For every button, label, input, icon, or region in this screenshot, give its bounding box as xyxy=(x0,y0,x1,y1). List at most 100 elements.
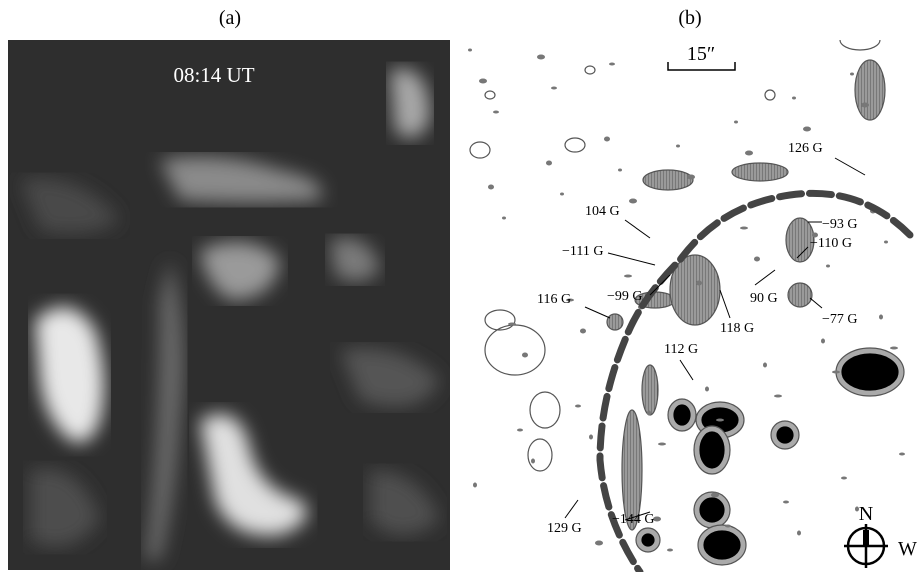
field-label: 104 G xyxy=(585,204,620,219)
speck xyxy=(479,79,487,84)
leader-line xyxy=(565,500,578,518)
speck xyxy=(658,443,666,446)
speck xyxy=(517,429,523,432)
panel-label: (b) xyxy=(678,7,701,29)
scale-label: 15″ xyxy=(687,43,715,65)
contour xyxy=(700,432,724,468)
contour xyxy=(642,534,654,546)
field-label: 118 G xyxy=(720,321,754,336)
field-label: −99 G xyxy=(607,289,643,304)
speck xyxy=(580,329,586,334)
speck xyxy=(537,55,545,60)
contour xyxy=(485,325,545,375)
speck xyxy=(803,127,811,132)
speck xyxy=(546,161,552,166)
speck xyxy=(763,363,767,368)
leader-line xyxy=(835,158,865,175)
leader-line xyxy=(755,270,775,285)
contour xyxy=(585,66,595,74)
contour xyxy=(643,170,693,190)
field-label: 90 G xyxy=(750,291,778,306)
leader-line xyxy=(625,220,650,238)
contour xyxy=(642,365,658,415)
contour xyxy=(565,138,585,152)
speck xyxy=(473,483,477,488)
speck xyxy=(711,493,719,498)
compass-needle xyxy=(863,530,869,546)
speck xyxy=(797,531,801,536)
speck xyxy=(832,371,840,374)
speck xyxy=(624,275,632,278)
contour xyxy=(788,283,812,307)
speck xyxy=(488,185,494,190)
field-label: 126 G xyxy=(788,141,823,156)
speck xyxy=(745,151,753,156)
contour xyxy=(485,310,515,330)
speck xyxy=(560,193,564,196)
contour xyxy=(485,91,495,99)
speck xyxy=(826,265,830,268)
leader-line xyxy=(680,360,693,380)
speck xyxy=(502,217,506,220)
contour xyxy=(777,427,793,443)
speck xyxy=(595,541,603,546)
speck xyxy=(899,453,905,456)
speck xyxy=(890,347,898,350)
contour xyxy=(700,498,724,522)
leader-line xyxy=(585,307,610,318)
field-label: −144 G xyxy=(612,512,655,527)
contour xyxy=(732,163,788,181)
speck xyxy=(575,405,581,408)
contour xyxy=(607,314,623,330)
panel-label: (a) xyxy=(219,7,241,29)
contour xyxy=(842,354,898,390)
speck xyxy=(618,169,622,172)
speck xyxy=(821,339,825,344)
speck xyxy=(687,175,695,180)
figure: (a) (b) 08:14 UT 15″ 126 G104 G−93 G−111… xyxy=(0,0,921,572)
speck xyxy=(734,121,738,124)
speck xyxy=(468,49,472,52)
field-label: 116 G xyxy=(537,292,571,307)
contour xyxy=(674,405,690,425)
panel-a-image xyxy=(8,40,450,570)
contour xyxy=(528,439,552,471)
speck xyxy=(667,549,673,552)
contour xyxy=(855,60,885,120)
contour xyxy=(765,90,775,100)
contour xyxy=(704,531,740,559)
speck xyxy=(522,353,528,358)
speck xyxy=(879,315,883,320)
field-label: 112 G xyxy=(664,342,698,357)
speck xyxy=(629,199,637,204)
speck xyxy=(493,111,499,114)
speck xyxy=(676,145,680,148)
field-label: 129 G xyxy=(547,521,582,536)
speck xyxy=(589,435,593,440)
speck xyxy=(774,395,782,398)
contour xyxy=(840,30,880,50)
speck xyxy=(754,257,760,262)
speck xyxy=(609,63,615,66)
speck xyxy=(508,323,516,326)
speck xyxy=(841,477,847,480)
leader-line xyxy=(720,290,730,318)
speck xyxy=(792,97,796,100)
field-label: −77 G xyxy=(822,312,858,327)
speck xyxy=(884,241,888,244)
compass-label: N xyxy=(859,503,873,525)
speck xyxy=(725,525,731,528)
field-label: −110 G xyxy=(810,236,852,251)
time-label: 08:14 UT xyxy=(173,63,254,87)
speck xyxy=(647,411,651,416)
speck xyxy=(551,87,557,90)
panel-b-map xyxy=(468,30,910,572)
field-label: −93 G xyxy=(822,217,858,232)
speck xyxy=(604,137,610,142)
speck xyxy=(705,387,709,392)
speck xyxy=(850,73,854,76)
leader-line xyxy=(810,298,822,308)
speck xyxy=(740,227,748,230)
page: (a) (b) 08:14 UT 15″ 126 G104 G−93 G−111… xyxy=(0,0,921,572)
